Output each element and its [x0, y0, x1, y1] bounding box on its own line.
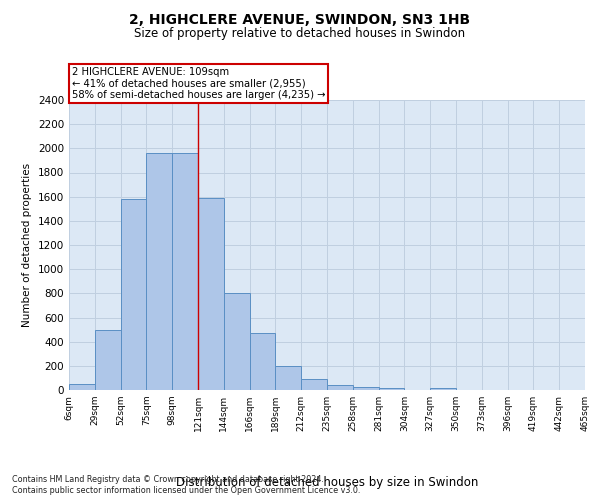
Text: Contains HM Land Registry data © Crown copyright and database right 2024.: Contains HM Land Registry data © Crown c… [12, 475, 324, 484]
Text: 2, HIGHCLERE AVENUE, SWINDON, SN3 1HB: 2, HIGHCLERE AVENUE, SWINDON, SN3 1HB [130, 12, 470, 26]
Text: 2 HIGHCLERE AVENUE: 109sqm
← 41% of detached houses are smaller (2,955)
58% of s: 2 HIGHCLERE AVENUE: 109sqm ← 41% of deta… [71, 67, 325, 100]
Bar [198, 198, 224, 390]
Bar [224, 294, 250, 390]
Bar [95, 330, 121, 390]
Bar [172, 153, 198, 390]
Bar [353, 386, 379, 390]
X-axis label: Distribution of detached houses by size in Swindon: Distribution of detached houses by size … [176, 476, 478, 488]
Text: Size of property relative to detached houses in Swindon: Size of property relative to detached ho… [134, 28, 466, 40]
Bar [250, 333, 275, 390]
Bar [275, 366, 301, 390]
Bar [69, 384, 95, 390]
Bar [327, 386, 353, 390]
Y-axis label: Number of detached properties: Number of detached properties [22, 163, 32, 327]
Bar [121, 199, 146, 390]
Bar [379, 388, 404, 390]
Text: Contains public sector information licensed under the Open Government Licence v3: Contains public sector information licen… [12, 486, 361, 495]
Bar [146, 153, 172, 390]
Bar [301, 379, 327, 390]
Bar [430, 388, 456, 390]
